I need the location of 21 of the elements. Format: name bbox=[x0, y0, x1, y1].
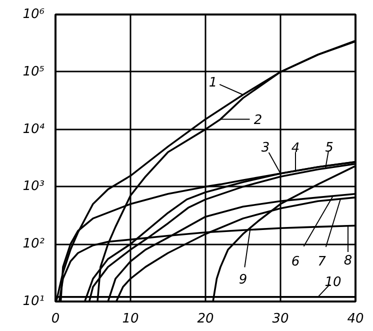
y-tick-label: 10³ bbox=[22, 179, 45, 194]
annotation: 9 bbox=[238, 272, 248, 288]
annotation: 8 bbox=[344, 253, 352, 268]
annotation: 7 bbox=[318, 254, 327, 270]
annotation: 1 bbox=[208, 76, 218, 91]
y-tick-label: 10⁵ bbox=[22, 64, 45, 80]
annotation: 3 bbox=[261, 140, 270, 156]
annotation: 10 bbox=[324, 274, 342, 290]
annotation: 4 bbox=[291, 140, 300, 156]
y-tick-label: 10⁴ bbox=[22, 122, 46, 137]
y-tick-label: 10⁶ bbox=[22, 7, 45, 22]
x-tick-label: 0 bbox=[51, 312, 60, 326]
y-tick-label: 10¹ bbox=[22, 294, 45, 309]
x-tick-label: 30 bbox=[272, 312, 289, 326]
annotation: 6 bbox=[291, 254, 300, 270]
annotation: 5 bbox=[325, 140, 334, 156]
x-tick-label: 20 bbox=[197, 312, 214, 326]
annotation: 2 bbox=[254, 113, 262, 128]
x-tick-label: 40 bbox=[347, 312, 364, 326]
x-tick-label: 10 bbox=[122, 312, 139, 326]
y-tick-label: 10² bbox=[22, 236, 45, 252]
